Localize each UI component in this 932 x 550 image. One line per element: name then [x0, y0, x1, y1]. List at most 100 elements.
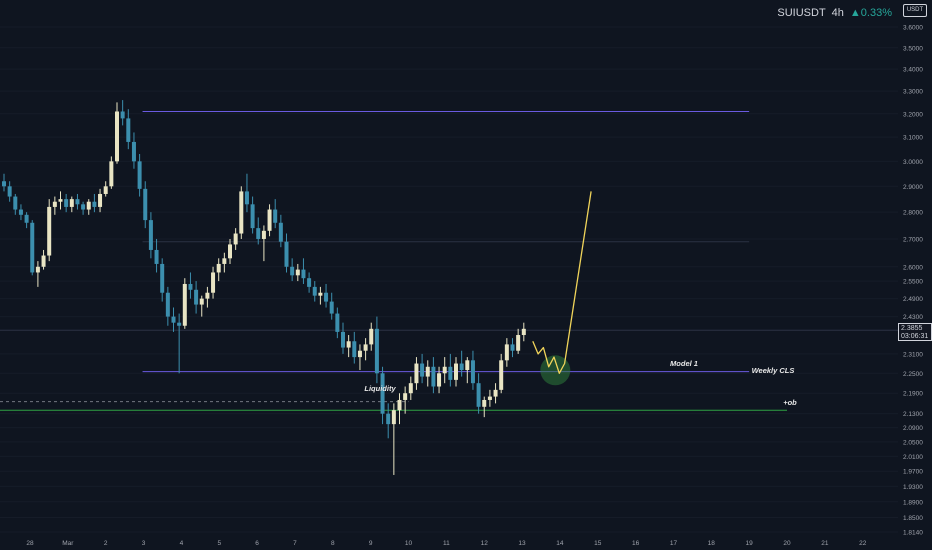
candle [126, 109, 131, 150]
candle [476, 373, 481, 414]
price-tick-label: 1.8900 [903, 499, 923, 506]
candle [98, 188, 103, 213]
candle [228, 238, 232, 264]
candle [273, 199, 278, 229]
price-tick-label: 2.0900 [903, 425, 923, 432]
candle [13, 193, 18, 215]
candle [30, 220, 35, 276]
candle [284, 233, 289, 273]
price-tick-label: 3.4000 [903, 67, 923, 74]
price-tick-label: 3.3000 [903, 89, 923, 96]
price-tick-label: 3.2000 [903, 111, 923, 118]
price-tick-label: 2.4300 [903, 314, 923, 321]
price-tick-label: 3.1000 [903, 135, 923, 142]
time-tick-label: 12 [481, 540, 489, 547]
annotation-label: +ob [783, 398, 797, 407]
candle [301, 258, 306, 284]
time-tick-label: 20 [783, 540, 791, 547]
candle [352, 331, 357, 364]
projection-line [532, 191, 592, 374]
symbol-label: SUIUSDT [777, 7, 826, 19]
symbol-header: SUIUSDT 4h ▲0.33% [777, 7, 892, 19]
annotation-label: Liquidity [364, 384, 396, 393]
candle [504, 338, 509, 367]
currency-badge[interactable]: USDT [903, 4, 927, 17]
candle [397, 393, 402, 425]
time-tick-label: 14 [556, 540, 564, 547]
time-tick-label: 13 [518, 540, 526, 547]
time-tick-label: 7 [293, 540, 297, 547]
price-tick-label: 1.9700 [903, 469, 923, 476]
candle [363, 338, 368, 361]
price-tick-label: 2.9000 [903, 184, 923, 191]
candle [261, 225, 266, 262]
price-axis: 3.6000 3.5000 3.4000 3.3000 3.2000 3.1000 3.00… [898, 0, 932, 550]
time-axis: 28 Mar 2 3 4 5 6 7 8 9 10 11 12 13 14 15 16 17 18 19 20 21 22 [26, 540, 866, 547]
candle [148, 212, 153, 259]
price-tick-label: 2.7000 [903, 236, 923, 243]
price-tick-label: 2.1900 [903, 391, 923, 398]
candle [250, 196, 255, 234]
candle [171, 307, 176, 332]
candle [205, 286, 210, 308]
candle [510, 338, 515, 358]
candle [115, 102, 119, 164]
price-tick-label: 2.1300 [903, 411, 923, 418]
candle [160, 258, 165, 302]
candle [374, 316, 379, 384]
candle [357, 344, 362, 371]
candle [239, 186, 244, 239]
time-tick-label: 5 [217, 540, 221, 547]
time-tick-label: 2 [104, 540, 108, 547]
candle [431, 357, 436, 394]
candle [448, 353, 453, 387]
candle [154, 238, 159, 273]
candle [103, 181, 108, 197]
price-tick-label: 2.8000 [903, 210, 923, 217]
change-label: ▲0.33% [849, 7, 892, 19]
candle [211, 266, 216, 299]
candle [465, 357, 470, 384]
candle [290, 258, 295, 282]
candle [58, 191, 63, 210]
candle [408, 376, 413, 400]
time-tick-label: 17 [670, 540, 678, 547]
time-tick-label: 6 [255, 540, 259, 547]
candle [403, 386, 408, 414]
candle [52, 196, 57, 215]
candle [369, 322, 374, 351]
candle [92, 193, 97, 213]
candle [199, 295, 204, 317]
price-tick-label: 3.6000 [903, 25, 923, 32]
time-tick-label: 9 [369, 540, 373, 547]
time-tick-label: 16 [632, 540, 640, 547]
time-tick-label: 21 [821, 540, 829, 547]
candle [470, 350, 475, 390]
price-tick-label: 1.8140 [903, 530, 923, 537]
candle [86, 199, 91, 215]
projection-path [532, 191, 592, 386]
candle [24, 212, 29, 229]
candle [69, 196, 74, 213]
candle [188, 272, 193, 299]
candle [459, 350, 464, 377]
time-tick-label: 10 [405, 540, 413, 547]
time-tick-label: 22 [859, 540, 867, 547]
candle [256, 217, 261, 245]
price-tick-label: 2.5500 [903, 279, 923, 286]
price-tick-label: 3.0000 [903, 159, 923, 166]
candle [2, 173, 6, 192]
candle [143, 181, 148, 229]
candle [380, 366, 385, 425]
price-tick-label: 2.0100 [903, 454, 923, 461]
candle [335, 307, 340, 339]
candle [41, 249, 46, 270]
price-tick-label: 2.0500 [903, 439, 923, 446]
candle [64, 193, 69, 213]
candle [493, 383, 498, 404]
candle [318, 286, 323, 305]
candles [2, 100, 526, 475]
candle [516, 328, 521, 354]
price-tick-label: 2.2500 [903, 371, 923, 378]
